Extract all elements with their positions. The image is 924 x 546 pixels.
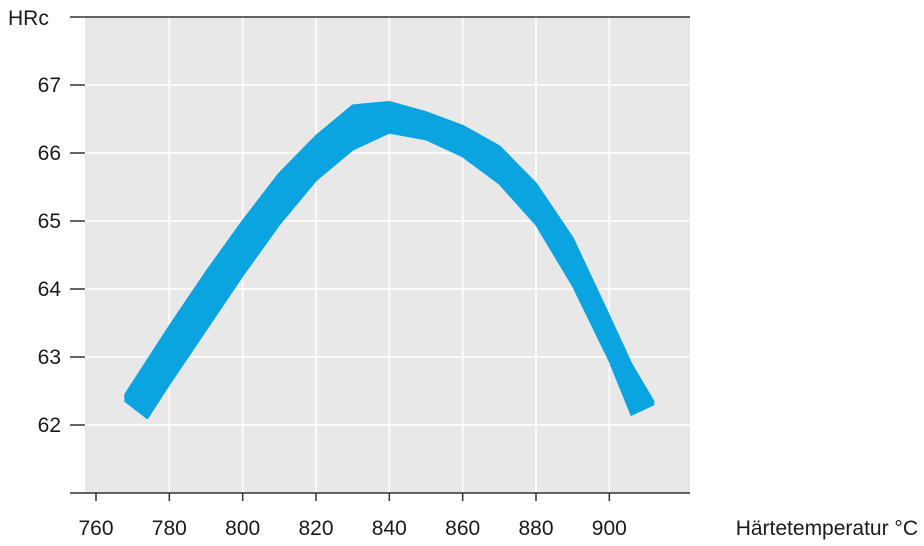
- y-tick-label: 62: [38, 414, 61, 437]
- y-tick-label: 65: [38, 210, 61, 233]
- x-tick-label: 800: [225, 517, 260, 540]
- x-tick-label: 880: [518, 517, 553, 540]
- x-axis-ticks: 760 780 800 820 840 860 880 900: [78, 493, 627, 540]
- y-axis-title: HRc: [8, 7, 49, 30]
- y-tick-label: 63: [38, 346, 61, 369]
- hardness-band: [124, 101, 655, 420]
- x-tick-label: 840: [372, 517, 407, 540]
- y-tick-label: 67: [38, 74, 61, 97]
- x-tick-label: 900: [592, 517, 627, 540]
- plot-area: [85, 17, 690, 493]
- y-tick-label: 66: [38, 142, 61, 165]
- x-tick-label: 820: [298, 517, 333, 540]
- x-axis-title: Härtetemperatur °C: [736, 517, 918, 540]
- x-tick-label: 760: [78, 517, 113, 540]
- y-tick-label: 64: [38, 278, 62, 301]
- data-band-group: [124, 101, 655, 420]
- x-tick-label: 780: [152, 517, 187, 540]
- x-tick-label: 860: [445, 517, 480, 540]
- y-axis-ticks: 62 63 64 65 66 67: [38, 74, 85, 437]
